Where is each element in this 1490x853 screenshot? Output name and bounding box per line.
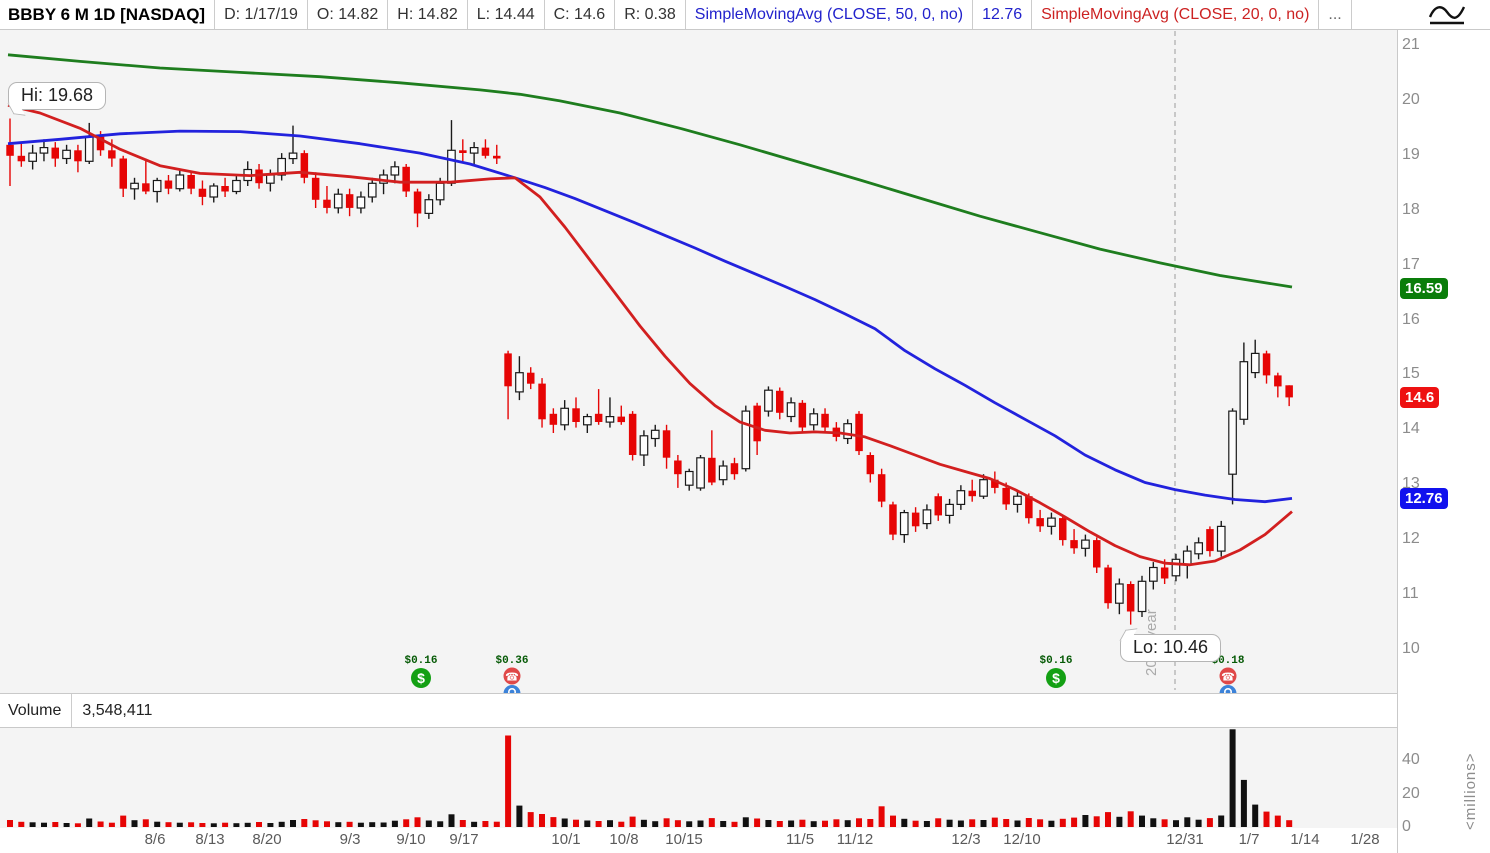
date-axis-tick: 10/1: [551, 831, 581, 848]
toolbar-separator: [543, 0, 545, 29]
date-axis-tick: 8/20: [252, 831, 282, 848]
price-axis-tick: 19: [1402, 146, 1420, 163]
volume-header-separator: [71, 694, 73, 727]
field-range: R: 0.38: [624, 5, 676, 23]
date-axis-tick: 12/31: [1166, 831, 1204, 848]
sma50-line[interactable]: [7, 129, 1293, 504]
field-open: O: 14.82: [316, 5, 379, 23]
toolbar-separator: [1350, 0, 1352, 29]
price-axis-tick: 11: [1402, 585, 1419, 602]
earnings-call-icon[interactable]: ☎: [503, 667, 521, 685]
low-callout: Lo: 10.46: [1120, 634, 1222, 662]
candles-layer: [6, 118, 1293, 625]
svg-text:$: $: [417, 670, 425, 686]
price-axis-tick: 12: [1402, 530, 1420, 547]
price-axis-tick: 13: [1402, 475, 1420, 492]
event-amount-label: $0.36: [495, 655, 528, 667]
event-amount-label: $0.16: [1039, 655, 1072, 667]
date-axis-tick: 1/28: [1350, 831, 1380, 848]
sma50-indicator-label[interactable]: SimpleMovingAvg (CLOSE, 50, 0, no): [694, 5, 964, 23]
event-amount-label: $0.16: [404, 655, 437, 667]
field-low: L: 14.44: [476, 5, 535, 23]
date-axis-tick: 12/10: [1003, 831, 1041, 848]
more-indicators-button[interactable]: ...: [1328, 5, 1342, 23]
svg-text:☎: ☎: [505, 672, 519, 684]
volume-bars: [7, 729, 1293, 827]
symbol-title[interactable]: BBBY 6 M 1D [NASDAQ]: [8, 4, 206, 24]
date-axis-tick: 8/6: [144, 831, 166, 848]
date-axis-tick: 1/7: [1238, 831, 1260, 848]
price-axis-tick: 21: [1402, 36, 1420, 53]
date-axis-tick: 9/17: [449, 831, 479, 848]
axis-border: [1397, 30, 1398, 853]
volume-pane-header: Volume 3,548,411: [0, 693, 1397, 728]
date-axis-tick: 8/13: [195, 831, 225, 848]
news-icon[interactable]: [503, 685, 521, 693]
last-price-badge: 14.6: [1400, 387, 1440, 408]
date-axis-tick: 10/15: [665, 831, 703, 848]
field-date: D: 1/17/19: [224, 5, 298, 23]
date-axis-tick: 9/10: [396, 831, 426, 848]
price-axis-tick: 18: [1402, 201, 1420, 218]
volume-axis-tick: 40: [1402, 751, 1420, 768]
toolbar-separator: [214, 0, 216, 29]
volume-label: Volume: [8, 701, 62, 719]
price-axis-tick: 15: [1402, 365, 1420, 382]
date-axis-tick: 12/3: [951, 831, 981, 848]
event-amount-label: $0.18: [1211, 655, 1244, 667]
sma50-indicator-value: 12.76: [982, 5, 1023, 23]
toolbar-separator: [1031, 0, 1033, 29]
toolbar-separator: [972, 0, 974, 29]
field-close: C: 14.6: [553, 5, 606, 23]
dividend-icon[interactable]: $: [1046, 668, 1066, 688]
date-axis-tick: 9/3: [339, 831, 361, 848]
svg-text:☎: ☎: [1221, 672, 1235, 684]
toolbar-separator: [466, 0, 468, 29]
dividend-icon[interactable]: $: [411, 668, 431, 688]
toolbar-separator: [614, 0, 616, 29]
toolbar-separator: [306, 0, 308, 29]
sma200-line[interactable]: [7, 53, 1293, 289]
toolbar-separator: [684, 0, 686, 29]
volume-value: 3,548,411: [82, 701, 153, 719]
volume-axis-unit: <millions>: [1462, 752, 1479, 830]
sma20-line[interactable]: [7, 103, 1293, 567]
earnings-call-icon[interactable]: ☎: [1219, 667, 1237, 685]
date-axis-tick: 11/12: [836, 831, 874, 848]
sma200-badge: 16.59: [1400, 278, 1448, 299]
chart-style-icon[interactable]: [1418, 0, 1490, 29]
price-axis-tick: 10: [1402, 640, 1420, 657]
field-high: H: 14.82: [397, 5, 458, 23]
high-callout: Hi: 19.68: [8, 82, 107, 110]
sma20-indicator-label[interactable]: SimpleMovingAvg (CLOSE, 20, 0, no): [1041, 5, 1310, 23]
volume-axis-tick: 0: [1402, 818, 1411, 835]
news-icon[interactable]: [1219, 685, 1237, 693]
sma50-badge: 12.76: [1400, 488, 1448, 509]
volume-axis-tick: 20: [1402, 785, 1420, 802]
date-axis-tick: 11/5: [785, 831, 815, 848]
chart-toolbar: BBBY 6 M 1D [NASDAQ] D: 1/17/19 O: 14.82…: [0, 0, 1490, 30]
price-axis-tick: 14: [1402, 420, 1420, 437]
date-axis-tick: 10/8: [609, 831, 639, 848]
toolbar-separator: [387, 0, 389, 29]
toolbar-separator: [1318, 0, 1320, 29]
svg-text:$: $: [1052, 670, 1060, 686]
price-axis-tick: 20: [1402, 91, 1420, 108]
volume-chart-canvas[interactable]: [0, 728, 1397, 828]
date-axis-tick: 1/14: [1290, 831, 1320, 848]
price-axis-tick: 16: [1402, 311, 1420, 328]
price-axis-tick: 17: [1402, 256, 1420, 273]
